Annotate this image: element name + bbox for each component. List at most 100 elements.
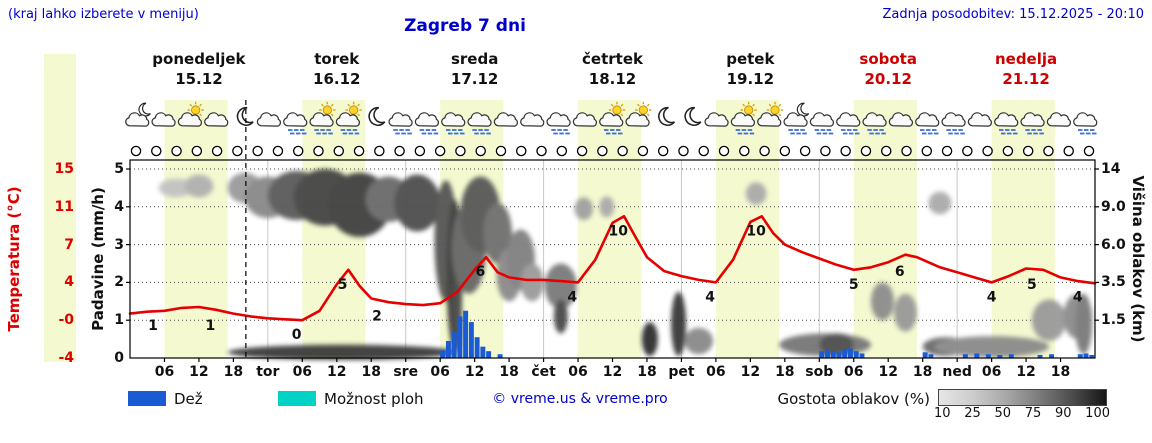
day-header-name: sobota bbox=[859, 50, 917, 68]
height-tick: 3.5 bbox=[1101, 274, 1126, 291]
x-tick: 06 bbox=[706, 364, 726, 380]
location-menu-hint: (kraj lahko izberete v meniju) bbox=[8, 7, 199, 22]
day-header-name: petek bbox=[726, 50, 775, 68]
precip-bars bbox=[440, 310, 1095, 358]
weather-icon-rain bbox=[836, 112, 861, 135]
weather-icon-cloud bbox=[967, 112, 992, 127]
weather-icon-sun-cloud bbox=[757, 101, 784, 127]
weather-icon-rain bbox=[941, 112, 966, 135]
weather-icon-sun-cloud bbox=[177, 101, 204, 127]
weather-icon-cloud bbox=[704, 112, 729, 127]
weather-icon-rain bbox=[994, 112, 1019, 135]
day-header-date: 19.12 bbox=[726, 70, 775, 88]
weather-icon-rain bbox=[915, 112, 940, 135]
day-header-name: nedelja bbox=[994, 50, 1058, 68]
svg-text:10: 10 bbox=[609, 223, 629, 239]
weather-icon-rain bbox=[283, 112, 308, 135]
weather-icon-moon bbox=[684, 106, 702, 126]
x-tick: 06 bbox=[430, 364, 450, 380]
height-tick: 1.5 bbox=[1101, 312, 1126, 329]
day-header-date: 15.12 bbox=[175, 70, 223, 88]
svg-text:1: 1 bbox=[206, 318, 216, 334]
axis-tick-marks bbox=[126, 168, 1099, 362]
weather-icon-cloud bbox=[572, 112, 597, 127]
weather-icon-moon bbox=[368, 106, 386, 126]
weather-icon-cloud bbox=[520, 112, 545, 127]
x-tick: ned bbox=[942, 364, 972, 380]
precip-tick: 4 bbox=[114, 198, 124, 215]
x-tick: 12 bbox=[464, 364, 485, 380]
weather-icon-moon-cloud bbox=[125, 102, 151, 127]
page-title: Zagreb 7 dni bbox=[404, 16, 526, 36]
weather-icons-row bbox=[125, 101, 1098, 135]
credit-link[interactable]: © vreme.us & vreme.pro bbox=[492, 391, 668, 407]
svg-text:4: 4 bbox=[987, 289, 997, 305]
weather-icon-rain bbox=[388, 112, 413, 135]
cloud-density-ticks: 10 25 50 75 90 100 bbox=[934, 406, 1110, 421]
x-tick: 06 bbox=[568, 364, 588, 380]
temp-tick: 4 bbox=[64, 274, 74, 291]
x-tick: 06 bbox=[844, 364, 864, 380]
weather-icon-sun-cloud bbox=[625, 101, 652, 127]
weather-icon-moon-rain bbox=[783, 102, 810, 135]
temp-tick: 7 bbox=[64, 236, 74, 253]
weather-icon-moon bbox=[236, 106, 254, 126]
precip-tick: 2 bbox=[114, 274, 124, 291]
weather-icon-cloud bbox=[888, 112, 913, 127]
cloud-density-scale bbox=[938, 389, 1107, 406]
svg-text:4: 4 bbox=[1073, 289, 1083, 305]
weather-icon-rain bbox=[441, 112, 466, 135]
weather-icon-rain bbox=[809, 112, 834, 135]
showers-legend-label: Možnost ploh bbox=[324, 390, 424, 408]
day-header-date: 18.12 bbox=[588, 70, 637, 88]
weather-icon-rain bbox=[1073, 112, 1098, 135]
weather-icon-cloud bbox=[1046, 112, 1071, 127]
weather-icon-rain bbox=[1020, 112, 1045, 135]
svg-text:5: 5 bbox=[338, 277, 348, 293]
cloud-density-label: Gostota oblakov (%) bbox=[777, 390, 930, 408]
density-tick: 75 bbox=[1024, 406, 1042, 421]
temp-axis-strip bbox=[44, 54, 76, 362]
svg-text:4: 4 bbox=[567, 289, 577, 305]
x-tick: 18 bbox=[361, 364, 381, 380]
svg-text:6: 6 bbox=[476, 264, 486, 280]
precip-tick: 5 bbox=[114, 161, 124, 177]
x-tick: 12 bbox=[1016, 364, 1036, 380]
weather-icon-cloud bbox=[493, 112, 518, 127]
weather-icon-sun-rain bbox=[335, 101, 362, 135]
svg-text:2: 2 bbox=[372, 308, 382, 324]
svg-text:0: 0 bbox=[292, 327, 302, 343]
x-tick: 18 bbox=[637, 364, 657, 380]
svg-text:10: 10 bbox=[746, 223, 766, 239]
x-tick: 06 bbox=[981, 364, 1002, 380]
x-tick: 18 bbox=[775, 364, 795, 380]
weather-icon-sun-rain bbox=[309, 101, 336, 135]
weather-icon-rain bbox=[467, 112, 492, 135]
precip-tick: 0 bbox=[114, 350, 124, 366]
day-header-date: 16.12 bbox=[313, 70, 361, 88]
x-tick: 12 bbox=[327, 364, 347, 380]
density-tick: 25 bbox=[964, 406, 981, 421]
height-tick: 6.0 bbox=[1101, 236, 1126, 253]
x-tick: 18 bbox=[912, 364, 933, 380]
x-tick: 06 bbox=[292, 364, 313, 380]
temp-tick: 15 bbox=[54, 161, 74, 177]
x-tick: pet bbox=[668, 364, 695, 380]
density-tick: 10 bbox=[934, 406, 951, 421]
weather-icon-cloud bbox=[256, 112, 281, 127]
density-tick: 100 bbox=[1085, 406, 1110, 421]
weather-icon-rain bbox=[862, 112, 887, 135]
svg-text:6: 6 bbox=[895, 264, 905, 280]
x-tick: 12 bbox=[878, 364, 898, 380]
x-tick: čet bbox=[531, 364, 556, 380]
rain-swatch bbox=[128, 391, 166, 406]
weather-icon-rain bbox=[546, 112, 571, 135]
day-header-name: ponedeljek bbox=[152, 50, 246, 68]
day-header-date: 21.12 bbox=[1002, 70, 1050, 88]
svg-text:5: 5 bbox=[1027, 277, 1037, 293]
x-tick: 12 bbox=[740, 364, 761, 380]
weather-icon-sun-rain bbox=[730, 101, 757, 135]
day-header-name: torek bbox=[314, 50, 360, 68]
day-header-name: sreda bbox=[450, 50, 499, 68]
